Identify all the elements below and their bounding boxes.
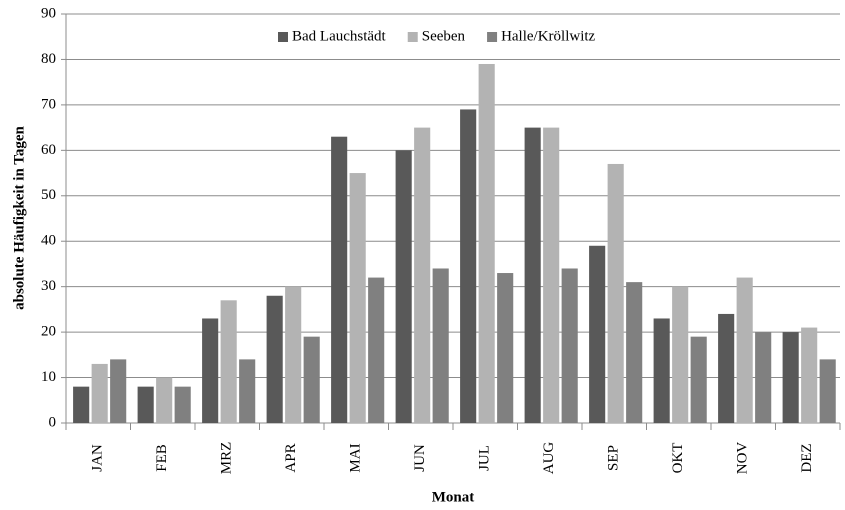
bar [395, 150, 412, 424]
bar [543, 127, 560, 423]
x-tick-label: MAI [348, 443, 364, 472]
bar [266, 295, 283, 423]
y-tick-label: 40 [41, 233, 56, 249]
y-tick-label: 90 [41, 5, 56, 21]
bar [202, 318, 219, 423]
y-tick-label: 20 [41, 324, 56, 340]
bar [690, 336, 707, 423]
bar [478, 63, 495, 423]
bar [589, 245, 606, 423]
bar [524, 127, 541, 423]
x-tick-label: SEP [606, 445, 622, 471]
bar [736, 277, 753, 423]
legend-swatch [407, 32, 418, 42]
bar [414, 127, 431, 423]
bar [91, 363, 108, 423]
y-tick-label: 80 [41, 51, 56, 67]
bar [285, 286, 302, 423]
bar [497, 273, 514, 423]
bar [220, 300, 237, 423]
bar [782, 332, 799, 423]
x-tick-label: OKT [670, 443, 686, 474]
bar [718, 313, 735, 423]
x-tick-label: JUL [477, 445, 493, 471]
y-tick-label: 30 [41, 278, 56, 294]
y-tick-label: 50 [41, 187, 56, 203]
bar [73, 386, 90, 423]
x-tick-label: AUG [541, 442, 557, 475]
bar [432, 268, 449, 423]
y-axis-title: absolute Häufigkeit in Tagen [11, 125, 27, 309]
x-tick-label: NOV [735, 442, 751, 475]
bar [303, 336, 320, 423]
x-tick-label: FEB [154, 444, 170, 472]
x-tick-label: JUN [412, 444, 428, 472]
bar [331, 136, 348, 423]
bar [156, 377, 173, 423]
bar [561, 268, 578, 423]
bar [607, 163, 624, 423]
legend-label: Halle/Kröllwitz [501, 28, 595, 44]
bar [801, 327, 818, 423]
x-axis-title: Monat [432, 489, 475, 505]
bar [755, 332, 772, 423]
bar [626, 282, 643, 423]
legend-swatch [278, 32, 288, 42]
bar [672, 286, 689, 423]
bar [819, 359, 836, 423]
legend-label: Seeben [422, 28, 466, 44]
x-tick-label: JAN [90, 444, 106, 472]
x-tick-label: MRZ [219, 442, 235, 475]
bar [460, 109, 477, 423]
y-tick-label: 0 [49, 414, 57, 430]
bar [653, 318, 670, 423]
x-tick-label: DEZ [799, 443, 815, 472]
legend-swatch [487, 32, 498, 42]
bar [239, 359, 256, 423]
y-tick-label: 70 [41, 96, 56, 112]
bar [137, 386, 154, 423]
legend-label: Bad Lauchstädt [292, 28, 387, 44]
bar [110, 359, 127, 423]
bar [368, 277, 385, 423]
bar [349, 173, 366, 423]
x-tick-label: APR [283, 443, 299, 472]
y-tick-label: 60 [41, 142, 56, 158]
bar [174, 386, 191, 423]
y-tick-label: 10 [41, 369, 56, 385]
